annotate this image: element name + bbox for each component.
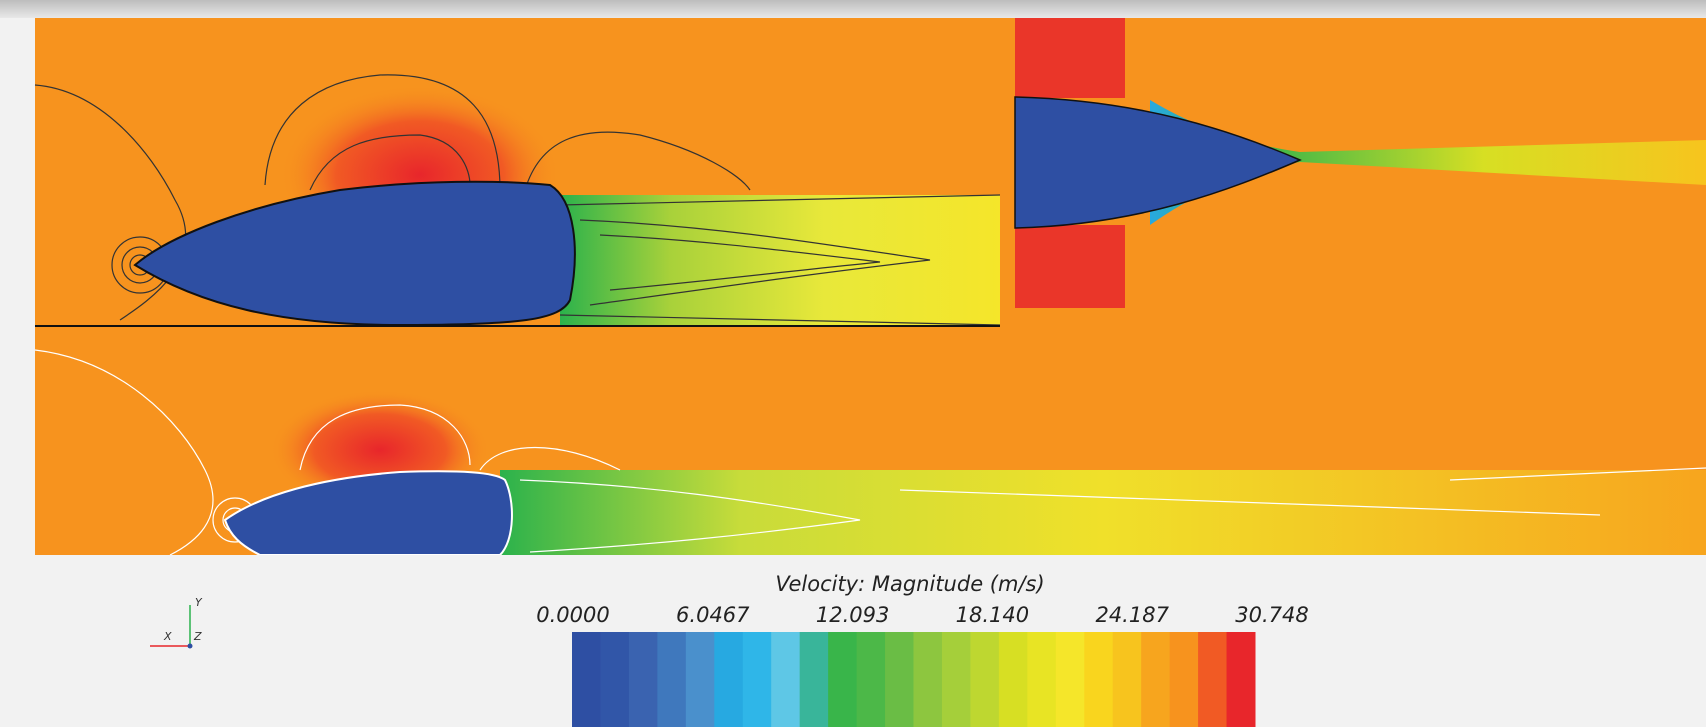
colorbar-swatch: [742, 632, 772, 727]
colorbar-label: 30.748: [1235, 603, 1308, 627]
colorbar-swatch: [998, 632, 1028, 727]
colorbar-swatch: [941, 632, 971, 727]
colorbar-swatch: [600, 632, 630, 727]
colorbar-label: 12.093: [816, 603, 889, 627]
colorbar-label: 18.140: [956, 603, 1029, 627]
colorbar-swatch: [628, 632, 658, 727]
colorbar-swatch: [572, 632, 601, 727]
colorbar-swatch: [685, 632, 715, 727]
colorbar-label: 24.187: [1095, 603, 1169, 627]
colorbar-swatch: [1027, 632, 1057, 727]
colorbar-swatch: [657, 632, 687, 727]
z-axis-label: Z: [193, 630, 202, 643]
colorbar-swatch: [714, 632, 744, 727]
colorbar-swatch: [1055, 632, 1085, 727]
colorbar-swatch: [1198, 632, 1228, 727]
colorbar-title: Velocity: Magnitude (m/s): [775, 572, 1044, 596]
colorbar-swatch: [799, 632, 829, 727]
top-right-view: [1014, 18, 1706, 308]
colorbar-swatch: [970, 632, 1000, 727]
colorbar-swatch: [1226, 632, 1256, 727]
colorbar-swatch: [828, 632, 858, 727]
colorbar-swatch: [885, 632, 914, 727]
bottom-view: [34, 349, 1706, 556]
colorbar-label: 0.0000: [536, 603, 609, 627]
top-bar: [0, 0, 1706, 18]
colorbar-labels: 0.0000 6.0467 12.093 18.140 24.187 30.748: [536, 603, 1308, 627]
x-axis-label: X: [163, 630, 172, 643]
colorbar-swatch: [1084, 632, 1114, 727]
colorbar-swatch: [1141, 632, 1171, 727]
axes-triad: Y X Z: [150, 596, 203, 649]
z-axis-dot: [187, 643, 193, 649]
y-axis-label: Y: [195, 596, 203, 609]
colorbar-label: 6.0467: [676, 603, 750, 627]
colorbar-swatch: [1112, 632, 1142, 727]
colorbar-swatch: [913, 632, 943, 727]
colorbar-swatch: [1169, 632, 1199, 727]
colorbar-swatch: [771, 632, 801, 727]
colorbar: [572, 632, 1256, 727]
colorbar-swatch: [856, 632, 886, 727]
top-left-view: [34, 74, 1001, 327]
